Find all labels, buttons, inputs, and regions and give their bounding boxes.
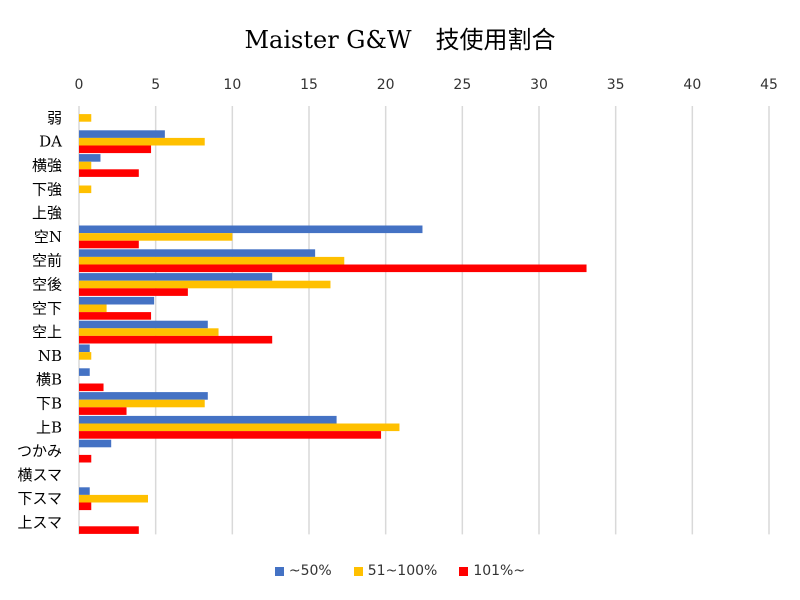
bar-空下-series-2	[79, 304, 107, 313]
bar-横B-series-1	[79, 368, 90, 376]
bar-下スマ-series-2	[79, 494, 148, 503]
bar-横強-series-3	[79, 169, 139, 177]
category-label: 空後	[32, 276, 62, 294]
bar-DA-series-3	[79, 145, 152, 154]
legend-swatch-series-3	[459, 566, 469, 576]
x-tick-label: 45	[760, 77, 778, 93]
bar-横強-series-1	[79, 154, 101, 162]
bar-つかみ-series-3	[79, 454, 92, 463]
legend-swatch-series-1	[274, 566, 284, 576]
legend-label-series-2: 51~100%	[367, 563, 438, 579]
bar-空後-series-1	[79, 273, 273, 281]
bar-下B-series-2	[79, 399, 205, 408]
bar-横強-series-2	[79, 161, 92, 170]
x-tick-label: 20	[377, 77, 395, 93]
bar-NB-series-1	[79, 344, 90, 353]
bar-空前-series-2	[79, 256, 345, 265]
category-label: 空前	[32, 252, 62, 270]
category-label: 空下	[32, 299, 62, 317]
category-label: 横スマ	[17, 466, 62, 484]
bar-下B-series-3	[79, 407, 127, 415]
x-tick-label: 40	[683, 77, 701, 93]
category-label: つかみ	[17, 442, 62, 460]
bar-NB-series-2	[79, 352, 92, 360]
bar-空N-series-2	[79, 233, 233, 241]
legend-swatch-series-2	[353, 566, 363, 576]
category-label: 横B	[36, 371, 62, 389]
x-tick-label: 30	[530, 77, 548, 93]
x-tick-label: 35	[607, 77, 625, 93]
bar-空下-series-1	[79, 296, 155, 305]
bar-空N-series-3	[79, 240, 139, 249]
bar-横B-series-3	[79, 383, 104, 392]
legend-label-series-3: 101%~	[473, 563, 526, 579]
x-tick-label: 0	[75, 77, 84, 93]
category-label: NB	[38, 347, 62, 365]
legend-item-series-3: 101%~	[459, 563, 525, 579]
bar-空上-series-2	[79, 328, 219, 336]
bar-空上-series-1	[79, 320, 208, 329]
category-label: 下B	[36, 395, 62, 413]
legend-item-series-2: 51~100%	[353, 563, 438, 579]
chart-title: Maister G&W 技使用割合	[244, 26, 556, 54]
category-label: 下強	[32, 180, 62, 198]
legend-label-series-1: ~50%	[288, 563, 332, 579]
category-label: 弱	[47, 109, 62, 127]
bar-空後-series-3	[79, 288, 188, 296]
bar-上スマ-series-3	[79, 526, 139, 534]
category-label: DA	[39, 133, 62, 151]
bar-空N-series-1	[79, 225, 423, 234]
bar-下スマ-series-1	[79, 487, 90, 495]
category-label: 下スマ	[17, 490, 62, 508]
x-tick-label: 10	[223, 77, 241, 93]
legend-item-series-1: ~50%	[274, 563, 332, 579]
bar-空前-series-3	[79, 264, 587, 273]
x-tick-label: 25	[453, 77, 471, 93]
bar-DA-series-2	[79, 137, 205, 146]
category-label: 空N	[34, 228, 62, 246]
bar-つかみ-series-1	[79, 439, 112, 448]
category-label: 上B	[36, 418, 62, 436]
x-tick-label: 5	[151, 77, 160, 93]
category-label: 横強	[32, 157, 62, 175]
category-label: 上スマ	[17, 514, 62, 532]
bar-空後-series-2	[79, 280, 331, 289]
bar-下スマ-series-3	[79, 502, 92, 511]
legend: ~50% 51~100% 101%~	[0, 563, 800, 579]
bar-下B-series-1	[79, 392, 208, 400]
category-label: 上強	[32, 204, 62, 222]
bar-弱-series-2	[79, 114, 92, 122]
bar-DA-series-1	[79, 130, 165, 138]
bar-空下-series-3	[79, 312, 152, 320]
bar-下強-series-2	[79, 185, 92, 194]
bar-上B-series-3	[79, 431, 382, 439]
x-tick-label: 15	[300, 77, 318, 93]
bar-空上-series-3	[79, 335, 273, 344]
bar-空前-series-1	[79, 249, 316, 257]
category-label: 空上	[32, 323, 62, 341]
bar-上B-series-1	[79, 415, 337, 424]
bar-上B-series-2	[79, 423, 400, 432]
